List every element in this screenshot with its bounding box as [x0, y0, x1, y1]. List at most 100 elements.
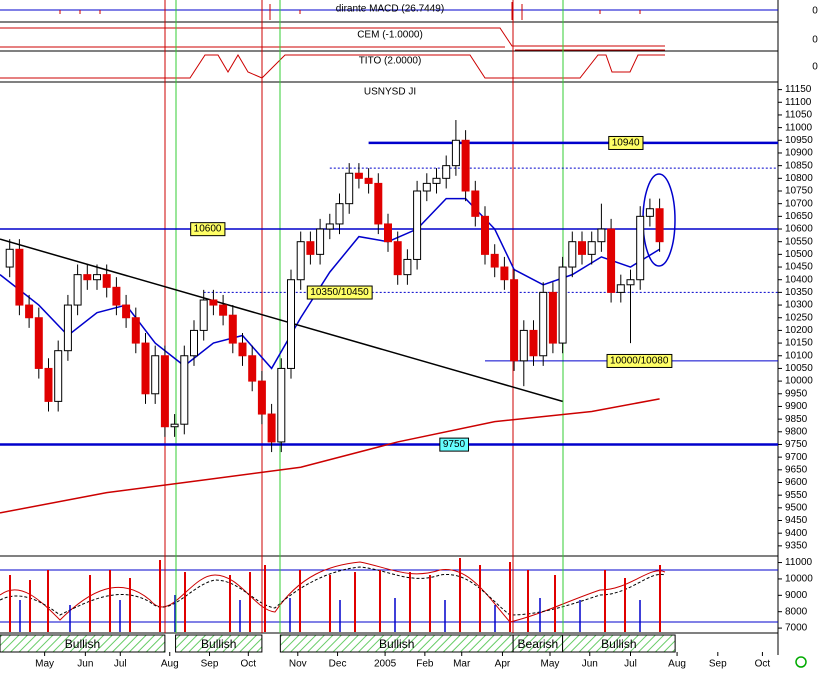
y-tick-label: 10900 — [785, 148, 813, 159]
candle-body — [442, 165, 451, 179]
y-tick-label: 10050 — [785, 363, 813, 374]
y-tick-label: 11050 — [785, 110, 813, 121]
x-tick-label: Jun — [77, 659, 93, 670]
y-tick-label: 10500 — [785, 249, 813, 260]
y-tick-label: 10450 — [785, 262, 813, 273]
candle-body — [141, 342, 150, 395]
y-tick-label: 9600 — [785, 477, 808, 488]
x-tick-label: Dec — [329, 659, 347, 670]
y-tick-label: 10000 — [785, 376, 813, 387]
y-tick-label: 8000 — [785, 606, 808, 617]
candle-body — [500, 266, 509, 281]
level-label-box — [439, 437, 470, 452]
candle-body — [558, 266, 567, 344]
y-tick-label: 11100 — [785, 97, 812, 108]
signal-band — [175, 634, 263, 653]
candle-body — [578, 241, 586, 255]
candle-body — [209, 299, 218, 306]
panel-zero: 0 — [812, 35, 818, 46]
candle-body — [364, 177, 373, 184]
candle-body — [471, 190, 480, 217]
level-label: 10600 — [194, 224, 222, 235]
y-tick-label: 9650 — [785, 464, 808, 475]
candle-body — [451, 139, 460, 167]
x-tick-label: Oct — [241, 659, 257, 670]
x-tick-label: Feb — [416, 659, 434, 670]
candle-body — [151, 355, 160, 395]
candle-body — [54, 350, 63, 402]
candle-body — [199, 299, 208, 331]
candle-body — [219, 304, 228, 316]
candle-body — [267, 413, 276, 443]
candle-body — [481, 215, 489, 255]
moving-average — [0, 398, 660, 514]
candle-body — [345, 172, 354, 205]
y-tick-label: 10850 — [785, 160, 813, 171]
candle-body — [374, 182, 383, 225]
y-tick-label: 9350 — [785, 541, 808, 552]
panel-title: TITO (2.0000) — [359, 56, 422, 67]
candle-body — [63, 304, 72, 352]
y-tick-label: 10550 — [785, 236, 813, 247]
level-label: 10000/10080 — [610, 355, 669, 366]
candle-body — [607, 228, 616, 293]
y-tick-label: 10600 — [785, 224, 813, 235]
candle-body — [403, 258, 412, 276]
y-tick-label: 9500 — [785, 502, 808, 513]
candle-body — [257, 380, 266, 415]
x-tick-label: Nov — [289, 659, 307, 670]
signal-label: Bullish — [601, 637, 636, 651]
candle-body — [296, 241, 305, 281]
x-tick-label: Jul — [114, 659, 127, 670]
panel-zero: 0 — [812, 62, 818, 73]
chart-title: USNYSD JI — [364, 87, 416, 98]
x-tick-label: Sep — [201, 659, 219, 670]
candle-body — [248, 355, 257, 382]
candle-body — [170, 423, 179, 428]
panel-title: dirante MACD (26.7449) — [336, 4, 444, 15]
y-tick-label: 10000 — [785, 574, 813, 585]
candle-body — [432, 177, 441, 184]
candle-body — [83, 274, 92, 281]
y-tick-label: 10650 — [785, 211, 813, 222]
x-tick-label: 2005 — [374, 659, 397, 670]
candle-body — [519, 329, 528, 362]
level-label: 10350/10450 — [310, 287, 369, 298]
candle-body — [190, 329, 198, 357]
candle-body — [180, 355, 189, 425]
level-label: 9750 — [443, 439, 466, 450]
y-tick-label: 11000 — [785, 557, 813, 568]
candle-body — [490, 253, 499, 268]
candle-body — [316, 228, 325, 255]
signal-band — [0, 634, 166, 653]
candle-body — [626, 279, 635, 286]
candle-body — [413, 190, 422, 260]
x-tick-label: Mar — [453, 659, 471, 670]
moving-average — [0, 197, 660, 370]
candle-body — [228, 314, 237, 344]
candle-body — [287, 279, 295, 369]
candle-body — [616, 284, 625, 293]
candle-body — [597, 228, 606, 243]
candle-body — [238, 342, 247, 357]
candle-body — [422, 182, 431, 192]
y-tick-label: 7000 — [785, 623, 808, 634]
candle-body — [5, 248, 14, 268]
x-tick-label: Sep — [709, 659, 727, 670]
x-tick-label: Oct — [755, 659, 771, 670]
y-tick-label: 9750 — [785, 439, 808, 450]
signal-label: Bullish — [201, 637, 236, 651]
candle-body — [131, 317, 140, 344]
candle-body — [15, 248, 24, 306]
candle-body — [160, 355, 169, 428]
y-tick-label: 9000 — [785, 590, 808, 601]
candle-body — [335, 203, 344, 225]
candle-body — [384, 223, 392, 243]
candle-body — [34, 317, 43, 369]
x-tick-label: Aug — [161, 659, 179, 670]
level-label-box — [606, 353, 673, 368]
y-tick-label: 9800 — [785, 426, 808, 437]
candle-body — [122, 304, 131, 319]
level-label: 10940 — [612, 137, 640, 148]
